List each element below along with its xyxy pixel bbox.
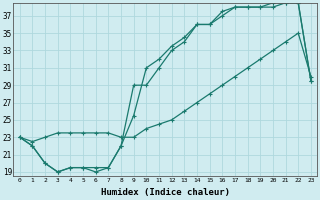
X-axis label: Humidex (Indice chaleur): Humidex (Indice chaleur) — [101, 188, 230, 197]
